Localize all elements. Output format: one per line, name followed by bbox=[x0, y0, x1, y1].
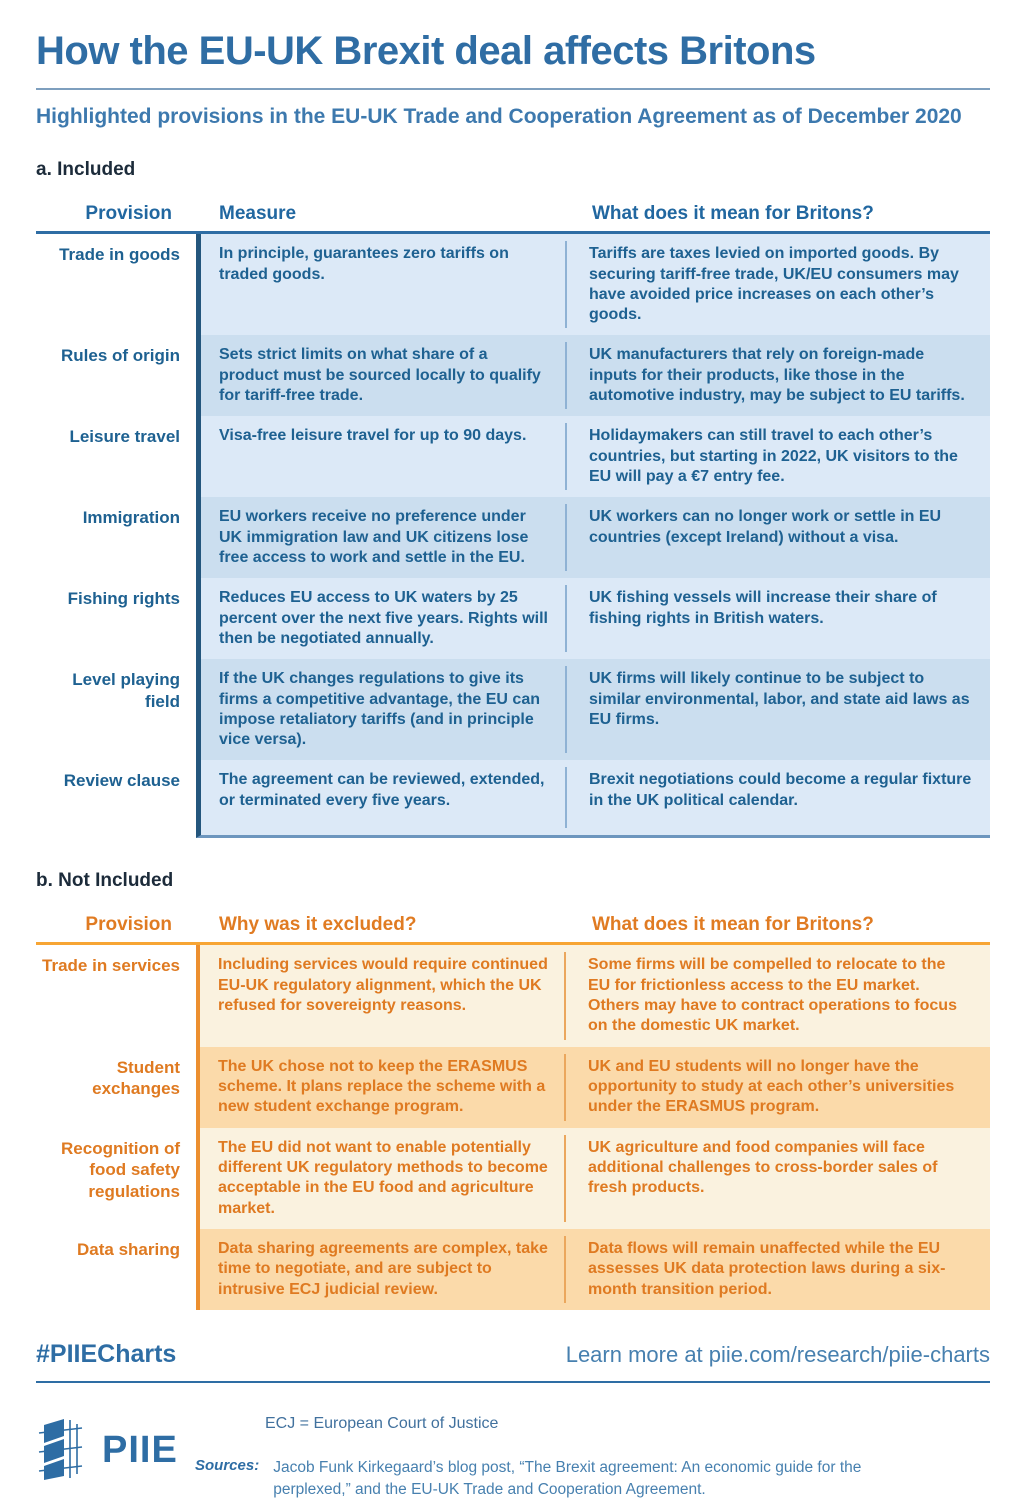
included-header-row: Provision Measure What does it mean for … bbox=[36, 203, 990, 225]
provision-label: Level playing field bbox=[72, 670, 180, 711]
measure-cell: If the UK changes regulations to give it… bbox=[219, 670, 540, 749]
table-row: Leisure travel Visa-free leisure travel … bbox=[36, 416, 990, 498]
meaning-cell: Tariffs are taxes levied on imported goo… bbox=[589, 245, 959, 324]
table-row: Data sharing Data sharing agreements are… bbox=[36, 1228, 990, 1310]
column-separator bbox=[564, 1053, 566, 1121]
provision-label: Immigration bbox=[82, 508, 180, 528]
piie-logo-group: PIIE bbox=[36, 1399, 195, 1502]
sources-text: Jacob Funk Kirkegaard’s blog post, “The … bbox=[273, 1458, 862, 1499]
included-table: Provision Measure What does it mean for … bbox=[36, 203, 990, 839]
measure-cell: EU workers receive no preference under U… bbox=[219, 508, 529, 566]
header-rule bbox=[36, 231, 990, 235]
table-row: Fishing rights Reduces EU access to UK w… bbox=[36, 578, 990, 660]
provision-label: Review clause bbox=[63, 771, 180, 791]
piie-building-icon bbox=[36, 1416, 94, 1485]
reason-cell: The UK chose not to keep the ERASMUS sch… bbox=[218, 1057, 546, 1116]
provision-label: Trade in goods bbox=[59, 245, 180, 265]
footer-top: #PIIECharts Learn more at piie.com/resea… bbox=[36, 1340, 990, 1369]
table-row: Rules of origin Sets strict limits on wh… bbox=[36, 335, 990, 417]
column-separator bbox=[565, 241, 567, 329]
meaning-cell: Data flows will remain unaffected while … bbox=[588, 1239, 946, 1298]
table-row: Student exchanges The UK chose not to ke… bbox=[36, 1046, 990, 1128]
ecj-note: ECJ = European Court of Justice bbox=[265, 1414, 499, 1432]
table-row: Immigration EU workers receive no prefer… bbox=[36, 497, 990, 579]
provision-label: Data sharing bbox=[77, 1239, 180, 1259]
measure-cell: In principle, guarantees zero tariffs on… bbox=[219, 245, 509, 283]
piie-wordmark: PIIE bbox=[102, 1428, 178, 1471]
column-header-meaning: What does it mean for Britons? bbox=[592, 914, 874, 936]
provision-label: Recognition of food safety regulations bbox=[61, 1138, 180, 1201]
measure-cell: Sets strict limits on what share of a pr… bbox=[219, 346, 541, 405]
section-a-label: a. Included bbox=[36, 159, 136, 181]
meaning-cell: UK firms will likely continue to be subj… bbox=[589, 670, 970, 728]
column-separator bbox=[564, 1235, 566, 1303]
column-header-measure: Measure bbox=[219, 203, 297, 225]
section-b-label: b. Not Included bbox=[36, 870, 174, 892]
column-header-excluded: Why was it excluded? bbox=[219, 914, 417, 936]
provision-label: Fishing rights bbox=[67, 589, 180, 609]
learn-more-link: Learn more at piie.com/research/piie-cha… bbox=[565, 1341, 990, 1367]
column-separator bbox=[565, 585, 567, 653]
header-rule bbox=[36, 942, 990, 946]
meaning-cell: Brexit negotiations could become a regul… bbox=[589, 771, 972, 809]
measure-cell: The agreement can be reviewed, extended,… bbox=[219, 771, 545, 809]
column-separator bbox=[565, 666, 567, 754]
page-title: How the EU-UK Brexit deal affects Briton… bbox=[36, 29, 816, 73]
measure-cell: Reduces EU access to UK waters by 25 per… bbox=[219, 589, 548, 647]
table-row: Level playing field If the UK changes re… bbox=[36, 659, 990, 761]
meaning-cell: UK manufacturers that rely on foreign-ma… bbox=[589, 346, 965, 405]
table-row: Trade in goods In principle, guarantees … bbox=[36, 234, 990, 336]
sources-label: Sources: bbox=[195, 1456, 260, 1474]
title-divider bbox=[36, 88, 990, 90]
meaning-cell: Holidaymakers can still travel to each o… bbox=[589, 427, 958, 485]
sources-row: Sources: Jacob Funk Kirkegaard’s blog po… bbox=[195, 1457, 990, 1502]
meaning-cell: Some firms will be compelled to relocate… bbox=[588, 956, 957, 1035]
reason-cell: Data sharing agreements are complex, tak… bbox=[218, 1239, 548, 1298]
measure-cell: Visa-free leisure travel for up to 90 da… bbox=[219, 427, 527, 445]
provision-label: Rules of origin bbox=[61, 346, 180, 366]
provision-label: Trade in services bbox=[42, 956, 180, 976]
meaning-cell: UK and EU students will no longer have t… bbox=[588, 1057, 955, 1116]
reason-cell: The EU did not want to enable potentiall… bbox=[218, 1138, 548, 1217]
table-row: Review clause The agreement can be revie… bbox=[36, 760, 990, 839]
column-separator bbox=[564, 952, 566, 1040]
column-separator bbox=[564, 1134, 566, 1222]
footer-notes: ECJ = European Court of Justice Sources:… bbox=[195, 1399, 990, 1502]
footer-divider bbox=[36, 1380, 990, 1383]
column-header-provision: Provision bbox=[85, 203, 172, 225]
provision-label: Student exchanges bbox=[92, 1057, 180, 1099]
meaning-cell: UK agriculture and food companies will f… bbox=[588, 1138, 938, 1197]
footer-body: PIIE ECJ = European Court of Justice Sou… bbox=[36, 1399, 990, 1502]
column-header-meaning: What does it mean for Britons? bbox=[592, 203, 874, 225]
not-included-table: Provision Why was it excluded? What does… bbox=[36, 914, 990, 1310]
column-separator bbox=[565, 342, 567, 410]
reason-cell: Including services would require continu… bbox=[218, 956, 548, 1015]
table-row: Trade in services Including services wou… bbox=[36, 945, 990, 1047]
hashtag: #PIIECharts bbox=[36, 1339, 177, 1368]
meaning-cell: UK fishing vessels will increase their s… bbox=[589, 589, 937, 627]
not-included-header-row: Provision Why was it excluded? What does… bbox=[36, 914, 990, 936]
table-row: Recognition of food safety regulations T… bbox=[36, 1127, 990, 1229]
column-separator bbox=[565, 767, 567, 829]
column-header-provision: Provision bbox=[85, 914, 172, 936]
column-separator bbox=[565, 423, 567, 491]
subtitle: Highlighted provisions in the EU-UK Trad… bbox=[36, 105, 962, 128]
meaning-cell: UK workers can no longer work or settle … bbox=[589, 508, 942, 546]
provision-label: Leisure travel bbox=[69, 427, 180, 447]
column-separator bbox=[565, 504, 567, 572]
